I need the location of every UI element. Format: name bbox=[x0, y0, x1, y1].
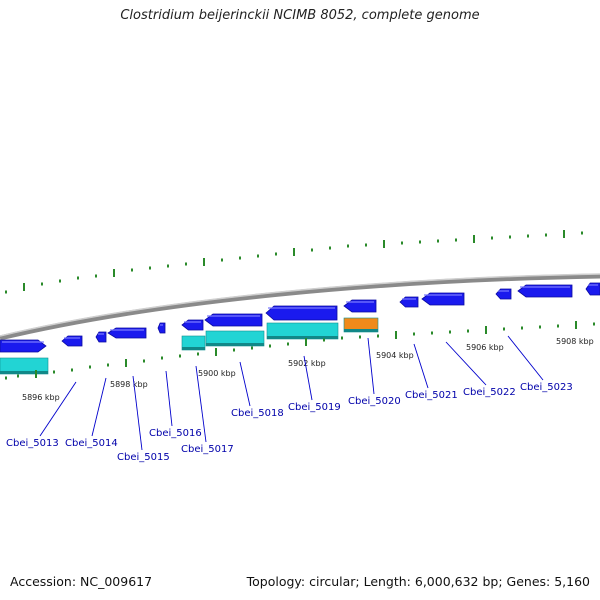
kbp-label: 5904 kbp bbox=[376, 351, 414, 360]
gene-label[interactable]: Cbei_5021 bbox=[405, 390, 458, 401]
forward-gene-arrow[interactable] bbox=[204, 313, 263, 327]
gene-label[interactable]: Cbei_5016 bbox=[149, 428, 202, 439]
inner-ticks bbox=[5, 321, 595, 380]
gene-shadow bbox=[0, 371, 48, 374]
gene-shadow bbox=[182, 347, 205, 350]
gene-connector-line bbox=[132, 375, 143, 451]
gene-label[interactable]: Cbei_5017 bbox=[181, 444, 234, 455]
gene-label[interactable]: Cbei_5023 bbox=[520, 382, 573, 393]
kbp-label: 5906 kbp bbox=[466, 343, 504, 352]
genome-backbone bbox=[0, 273, 600, 341]
kbp-layer: 5896 kbp 5898 kbp 5900 kbp 5902 kbp 5904 kbp… bbox=[22, 337, 594, 402]
kbp-label: 5900 kbp bbox=[198, 369, 236, 378]
gene-label[interactable]: Cbei_5013 bbox=[6, 438, 59, 449]
gene-connector-line bbox=[367, 337, 375, 395]
topology-text: Topology: circular; Length: 6,000,632 bp… bbox=[246, 574, 590, 589]
forward-genes bbox=[0, 282, 600, 353]
gene-connector-line bbox=[445, 341, 487, 386]
forward-gene-arrow[interactable] bbox=[0, 339, 47, 353]
gene-label[interactable]: Cbei_5022 bbox=[463, 387, 516, 398]
gene-connector-line bbox=[165, 370, 173, 427]
forward-gene-arrow[interactable] bbox=[517, 284, 573, 298]
gene-connector-line bbox=[91, 377, 107, 437]
gene-connector-line bbox=[413, 343, 429, 389]
gene-connector-line bbox=[39, 381, 77, 437]
gene-label[interactable]: Cbei_5019 bbox=[288, 402, 341, 413]
gene-connector-line bbox=[195, 365, 207, 443]
gene-label[interactable]: Cbei_5014 bbox=[65, 438, 118, 449]
gene-label[interactable]: Cbei_5018 bbox=[231, 408, 284, 419]
kbp-label: 5896 kbp bbox=[22, 393, 60, 402]
forward-gene-arrow[interactable] bbox=[421, 292, 465, 306]
gene-connector-line bbox=[507, 335, 544, 381]
gene-connector-line bbox=[239, 361, 251, 407]
kbp-label: 5898 kbp bbox=[110, 380, 148, 389]
gene-shadow bbox=[267, 336, 338, 339]
kbp-label: 5902 kbp bbox=[288, 359, 326, 368]
gene-label-layer: Cbei_5013 Cbei_5014 Cbei_5015 Cbei_5016 Cbei… bbox=[6, 335, 573, 463]
gene-shadow bbox=[344, 329, 378, 332]
gene-label[interactable]: Cbei_5015 bbox=[117, 452, 170, 463]
outer-ticks bbox=[5, 230, 583, 294]
gene-label[interactable]: Cbei_5020 bbox=[348, 396, 401, 407]
forward-gene-arrow[interactable] bbox=[265, 305, 338, 321]
reverse-genes bbox=[0, 317, 379, 375]
gene-connector-line bbox=[303, 355, 313, 401]
kbp-label: 5908 kbp bbox=[556, 337, 594, 346]
forward-gene-arrow[interactable] bbox=[343, 299, 377, 313]
forward-gene-arrow[interactable] bbox=[585, 282, 600, 296]
forward-gene-arrow[interactable] bbox=[157, 322, 166, 334]
accession-text: Accession: NC_009617 bbox=[10, 574, 153, 589]
gene-shadow bbox=[206, 343, 264, 346]
genome-title: Clostridium beijerinckii NCIMB 8052, com… bbox=[120, 8, 480, 23]
